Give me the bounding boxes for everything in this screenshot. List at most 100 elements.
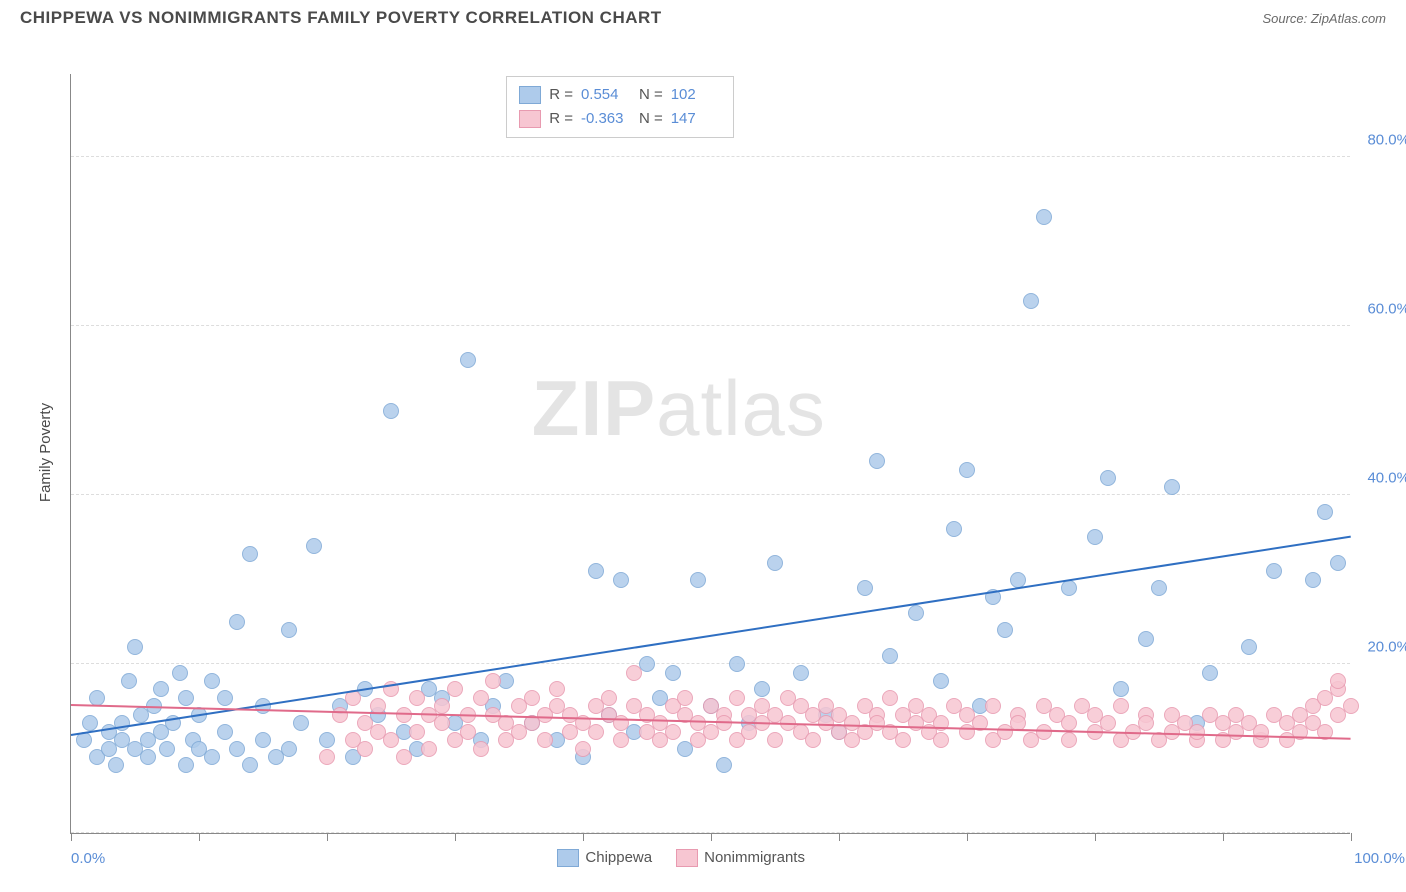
grid-line <box>71 663 1350 664</box>
stats-r-value: -0.363 <box>581 107 631 131</box>
scatter-point <box>588 563 604 579</box>
stats-n-label: N = <box>639 83 663 107</box>
stats-n-label: N = <box>639 107 663 131</box>
scatter-point <box>460 724 476 740</box>
scatter-point <box>121 673 137 689</box>
watermark: ZIPatlas <box>532 363 826 454</box>
scatter-point <box>908 605 924 621</box>
scatter-point <box>575 741 591 757</box>
scatter-point <box>882 648 898 664</box>
scatter-point <box>1023 293 1039 309</box>
scatter-point <box>1100 715 1116 731</box>
scatter-point <box>1164 479 1180 495</box>
scatter-point <box>665 724 681 740</box>
scatter-point <box>1266 563 1282 579</box>
scatter-point <box>524 690 540 706</box>
scatter-point <box>281 741 297 757</box>
scatter-point <box>306 538 322 554</box>
x-tick <box>839 833 840 841</box>
scatter-point <box>626 665 642 681</box>
scatter-point <box>767 732 783 748</box>
scatter-point <box>1330 673 1346 689</box>
stats-r-label: R = <box>549 107 573 131</box>
legend-swatch <box>676 849 698 867</box>
scatter-point <box>1061 715 1077 731</box>
scatter-point <box>1330 555 1346 571</box>
grid-line <box>71 325 1350 326</box>
scatter-point <box>409 690 425 706</box>
grid-line <box>71 494 1350 495</box>
scatter-point <box>383 732 399 748</box>
stats-legend-box: R = 0.554 N = 102 R = -0.363 N = 147 <box>506 76 734 138</box>
plot-area: 20.0%40.0%60.0%80.0%0.0%100.0%Family Pov… <box>70 74 1350 834</box>
scatter-point <box>537 732 553 748</box>
scatter-point <box>82 715 98 731</box>
y-axis-title: Family Poverty <box>37 403 54 502</box>
legend-swatch <box>519 110 541 128</box>
y-tick-label: 60.0% <box>1367 301 1406 318</box>
scatter-point <box>729 690 745 706</box>
scatter-point <box>933 673 949 689</box>
scatter-point <box>1061 580 1077 596</box>
scatter-point <box>204 749 220 765</box>
scatter-point <box>242 546 258 562</box>
scatter-point <box>485 673 501 689</box>
scatter-point <box>601 690 617 706</box>
chart-title: CHIPPEWA VS NONIMMIGRANTS FAMILY POVERTY… <box>20 8 662 28</box>
scatter-point <box>869 453 885 469</box>
scatter-point <box>255 732 271 748</box>
y-tick-label: 20.0% <box>1367 639 1406 656</box>
y-tick-label: 40.0% <box>1367 470 1406 487</box>
stats-row: R = -0.363 N = 147 <box>519 107 721 131</box>
scatter-point <box>729 656 745 672</box>
scatter-point <box>178 690 194 706</box>
scatter-point <box>895 732 911 748</box>
scatter-point <box>959 462 975 478</box>
scatter-point <box>89 690 105 706</box>
scatter-point <box>396 749 412 765</box>
scatter-point <box>319 732 335 748</box>
scatter-point <box>178 757 194 773</box>
scatter-point <box>677 690 693 706</box>
scatter-point <box>1317 504 1333 520</box>
scatter-point <box>1343 698 1359 714</box>
scatter-point <box>1087 529 1103 545</box>
legend-swatch <box>557 849 579 867</box>
scatter-point <box>1036 209 1052 225</box>
scatter-point <box>754 681 770 697</box>
scatter-point <box>293 715 309 731</box>
scatter-point <box>1241 639 1257 655</box>
scatter-point <box>421 741 437 757</box>
scatter-point <box>204 673 220 689</box>
stats-n-value: 102 <box>671 83 721 107</box>
x-tick <box>1223 833 1224 841</box>
stats-n-value: 147 <box>671 107 721 131</box>
stats-r-label: R = <box>549 83 573 107</box>
scatter-point <box>805 732 821 748</box>
scatter-point <box>153 681 169 697</box>
scatter-point <box>332 707 348 723</box>
scatter-point <box>172 665 188 681</box>
scatter-point <box>946 521 962 537</box>
scatter-point <box>1189 724 1205 740</box>
scatter-point <box>716 757 732 773</box>
scatter-point <box>549 681 565 697</box>
scatter-point <box>473 741 489 757</box>
scatter-point <box>1100 470 1116 486</box>
scatter-point <box>229 614 245 630</box>
x-tick <box>455 833 456 841</box>
stats-r-value: 0.554 <box>581 83 631 107</box>
x-tick <box>967 833 968 841</box>
x-tick <box>327 833 328 841</box>
stats-row: R = 0.554 N = 102 <box>519 83 721 107</box>
scatter-point <box>447 681 463 697</box>
scatter-point <box>1151 580 1167 596</box>
scatter-point <box>588 724 604 740</box>
scatter-point <box>933 732 949 748</box>
grid-line <box>71 156 1350 157</box>
scatter-point <box>665 665 681 681</box>
legend-item: Chippewa <box>557 849 652 867</box>
y-tick-label: 80.0% <box>1367 132 1406 149</box>
scatter-point <box>793 665 809 681</box>
scatter-point <box>357 741 373 757</box>
